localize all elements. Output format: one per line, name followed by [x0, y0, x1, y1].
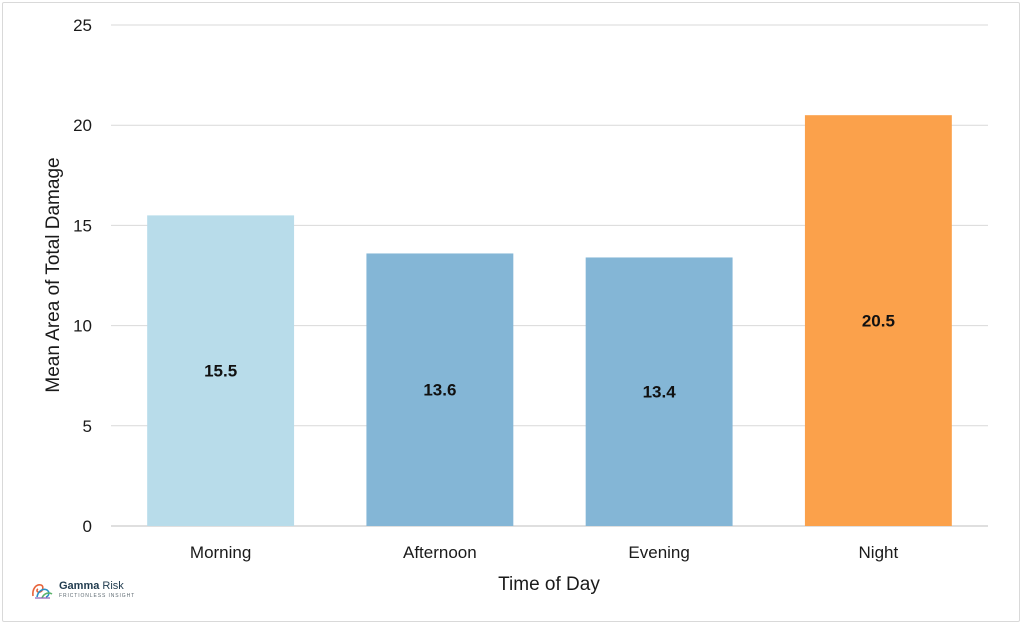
y-tick-labels: 0 5 10 15 20 25: [73, 16, 92, 536]
x-tick-label: Night: [859, 543, 899, 562]
data-label: 13.6: [423, 381, 456, 400]
y-tick-label: 0: [83, 517, 92, 536]
brand-name: Gamma Risk: [59, 580, 124, 592]
gamma-risk-logo: Gamma Risk FRICTIONLESS INSIGHT: [30, 580, 135, 600]
y-tick-label: 5: [83, 417, 92, 436]
y-tick-label: 25: [73, 16, 92, 35]
data-label: 15.5: [204, 362, 237, 381]
y-tick-label: 20: [73, 116, 92, 135]
data-labels: 15.5 13.6 13.4 20.5: [204, 312, 895, 402]
bar-night: [804, 115, 952, 527]
x-tick-label: Evening: [628, 543, 689, 562]
x-tick-label: Morning: [190, 543, 251, 562]
bar-evening: [585, 257, 733, 526]
brand-tagline: FRICTIONLESS INSIGHT: [59, 593, 136, 599]
data-label: 13.4: [643, 383, 677, 402]
y-tick-label: 10: [73, 317, 92, 336]
y-axis-label: Mean Area of Total Damage: [43, 157, 64, 392]
x-axis-label: Time of Day: [498, 574, 600, 595]
bar-morning: [147, 215, 295, 526]
bar-afternoon: [366, 253, 514, 526]
bars: [147, 115, 952, 527]
y-tick-label: 15: [73, 216, 92, 235]
x-tick-label: Afternoon: [403, 543, 477, 562]
gamma-risk-logo-icon: [32, 584, 53, 599]
data-label: 20.5: [862, 312, 895, 331]
x-tick-labels: Morning Afternoon Evening Night: [190, 543, 899, 562]
